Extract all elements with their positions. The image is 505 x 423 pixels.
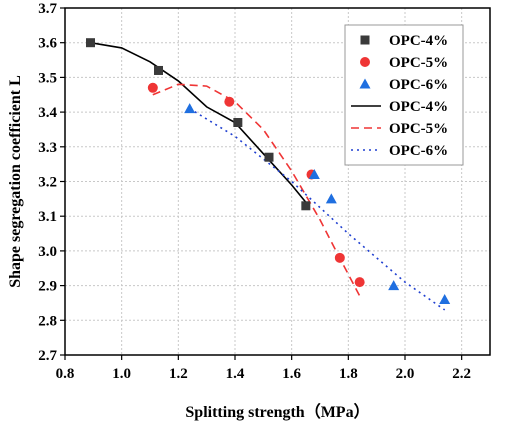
y-tick-label: 2.8: [38, 313, 57, 329]
tick-labels: 0.8 1.0 1.2 1.4 1.6 1.8 2.0 2.2 2.7 2.8 2.9 3.0 3.1 3…: [38, 1, 471, 382]
fit-line-opc-4: [90, 41, 307, 203]
legend-marker-opc-6: [359, 78, 371, 89]
point-opc-6: [325, 193, 337, 204]
x-tick-label: 2.2: [452, 366, 471, 382]
y-tick-label: 3.2: [38, 175, 57, 191]
y-tick-label: 3.1: [38, 209, 57, 225]
legend-marker-opc-4: [360, 35, 370, 45]
legend-marker-opc-5: [360, 57, 370, 67]
legend-label: OPC-6%: [389, 77, 448, 93]
point-opc-4: [264, 152, 274, 162]
point-opc-4: [301, 201, 311, 211]
y-tick-label: 3.4: [38, 105, 57, 121]
legend-label: OPC-5%: [389, 55, 448, 71]
x-tick-label: 0.8: [56, 366, 75, 382]
fit-line-opc-5: [152, 83, 361, 297]
point-opc-5: [354, 277, 365, 288]
legend-label: OPC-4%: [389, 33, 448, 49]
fit-curves: [90, 41, 446, 311]
y-tick-label: 2.7: [38, 348, 57, 364]
point-opc-4: [233, 118, 243, 128]
x-tick-label: 1.4: [226, 366, 245, 382]
point-opc-6: [308, 169, 320, 180]
y-tick-label: 2.9: [38, 279, 57, 295]
x-tick-label: 1.8: [339, 366, 358, 382]
y-tick-label: 3.0: [38, 244, 57, 260]
legend-label: OPC-6%: [389, 143, 448, 159]
point-opc-6: [184, 103, 196, 114]
y-tick-label: 3.3: [38, 140, 57, 156]
x-tick-label: 1.2: [169, 366, 188, 382]
point-opc-5: [224, 96, 235, 107]
x-axis-label: Splitting strength（MPa）: [185, 403, 369, 421]
data-markers: [86, 38, 451, 304]
point-opc-4: [154, 65, 163, 75]
y-tick-label: 3.6: [38, 36, 57, 52]
x-tick-label: 2.0: [396, 366, 415, 382]
legend: OPC-4% OPC-5% OPC-6% OPC-4% OPC-5% OPC-6%: [344, 24, 464, 166]
legend-label: OPC-4%: [389, 99, 448, 115]
legend-label: OPC-5%: [389, 121, 448, 137]
y-axis-label: Shape segregation coefficient L: [7, 75, 24, 288]
x-tick-label: 1.6: [282, 366, 301, 382]
x-tick-label: 1.0: [112, 366, 131, 382]
y-tick-label: 3.5: [38, 70, 57, 86]
y-tick-label: 3.7: [38, 1, 57, 17]
legend-box: [344, 24, 464, 166]
point-opc-5: [334, 252, 345, 263]
point-opc-6: [388, 280, 400, 291]
point-opc-5: [147, 82, 158, 93]
point-opc-4: [86, 38, 95, 48]
axis-ticks: [60, 7, 463, 360]
point-opc-6: [439, 293, 451, 304]
